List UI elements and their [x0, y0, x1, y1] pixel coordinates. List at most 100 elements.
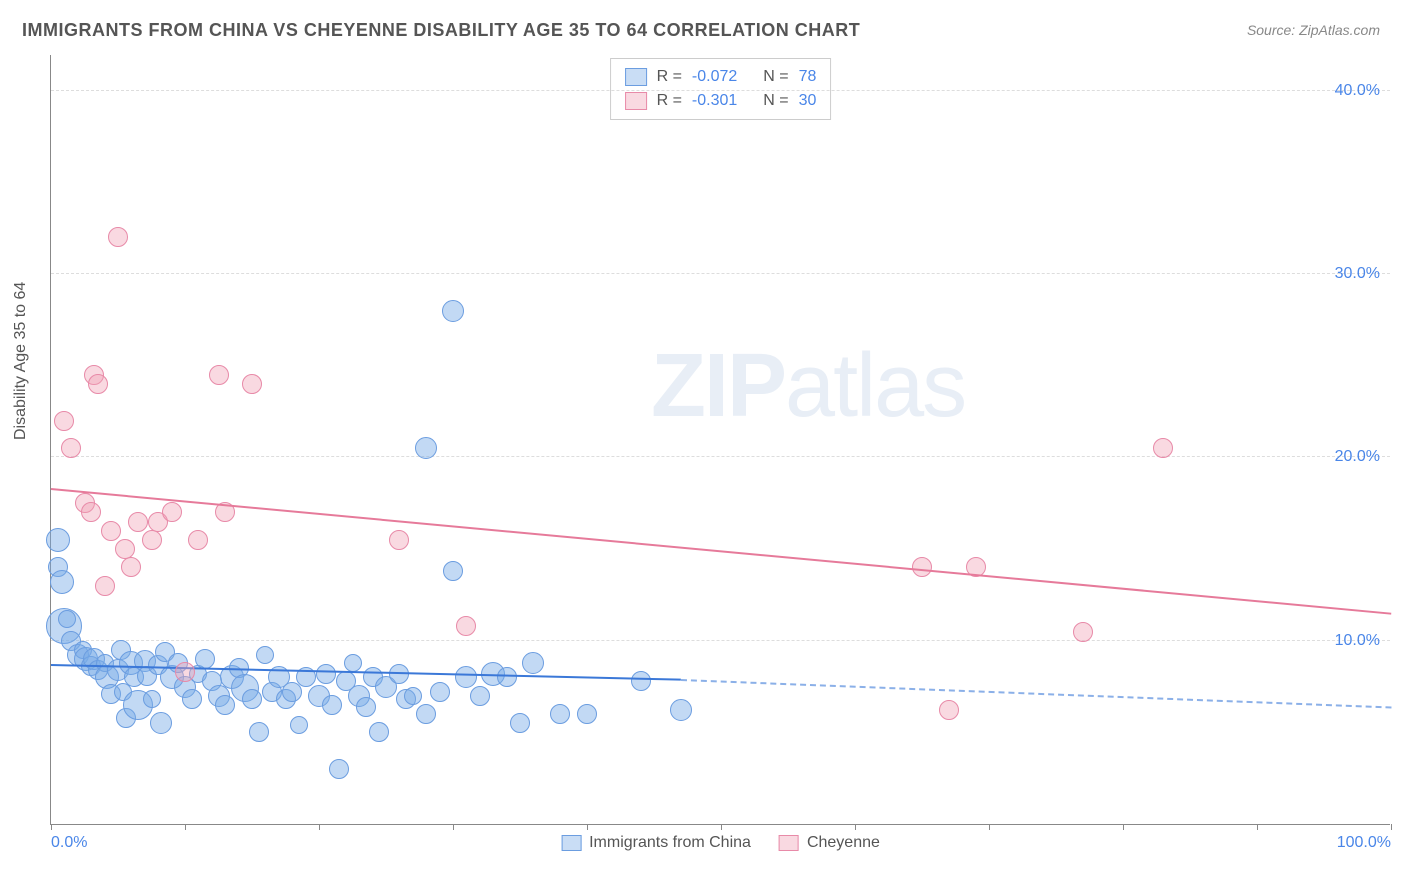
data-point	[242, 374, 262, 394]
y-tick-label: 10.0%	[1335, 632, 1380, 650]
data-point	[389, 530, 409, 550]
x-tick	[721, 824, 722, 830]
data-point	[46, 528, 70, 552]
legend-swatch	[625, 68, 647, 86]
data-point	[182, 689, 202, 709]
data-point	[249, 722, 269, 742]
trend-line	[51, 488, 1391, 615]
data-point	[329, 759, 349, 779]
legend-swatch	[779, 835, 799, 851]
stat-label: N =	[763, 89, 788, 113]
legend-item: Immigrants from China	[561, 834, 751, 852]
data-point	[1153, 438, 1173, 458]
y-axis-label: Disability Age 35 to 64	[12, 282, 30, 440]
data-point	[522, 652, 544, 674]
x-tick	[1123, 824, 1124, 830]
data-point	[88, 374, 108, 394]
data-point	[142, 530, 162, 550]
data-point	[242, 689, 262, 709]
data-point	[143, 690, 161, 708]
x-tick-label: 0.0%	[51, 834, 87, 852]
data-point	[404, 687, 422, 705]
data-point	[631, 671, 651, 691]
r-value: -0.072	[692, 65, 737, 89]
data-point	[577, 704, 597, 724]
data-point	[456, 616, 476, 636]
data-point	[344, 654, 362, 672]
x-tick	[1257, 824, 1258, 830]
x-tick	[855, 824, 856, 830]
y-tick-label: 20.0%	[1335, 448, 1380, 466]
data-point	[81, 502, 101, 522]
stat-label: N =	[763, 65, 788, 89]
y-tick-label: 30.0%	[1335, 265, 1380, 283]
data-point	[150, 712, 172, 734]
data-point	[416, 704, 436, 724]
data-point	[195, 649, 215, 669]
data-point	[115, 539, 135, 559]
data-point	[443, 561, 463, 581]
stat-label: R =	[657, 65, 682, 89]
source-attribution: Source: ZipAtlas.com	[1247, 22, 1380, 38]
y-tick-label: 40.0%	[1335, 82, 1380, 100]
data-point	[108, 227, 128, 247]
data-point	[455, 666, 477, 688]
gridline	[51, 90, 1390, 91]
stat-label: R =	[657, 89, 682, 113]
data-point	[1073, 622, 1093, 642]
x-tick	[319, 824, 320, 830]
x-tick	[1391, 824, 1392, 830]
x-tick	[587, 824, 588, 830]
data-point	[50, 570, 74, 594]
data-point	[61, 438, 81, 458]
legend-swatch	[561, 835, 581, 851]
data-point	[128, 512, 148, 532]
data-point	[442, 300, 464, 322]
n-value: 78	[799, 65, 817, 89]
trend-line	[681, 679, 1391, 708]
data-point	[54, 411, 74, 431]
data-point	[912, 557, 932, 577]
data-point	[209, 365, 229, 385]
data-point	[188, 530, 208, 550]
gridline	[51, 273, 1390, 274]
data-point	[162, 502, 182, 522]
x-tick	[51, 824, 52, 830]
data-point	[415, 437, 437, 459]
x-tick	[453, 824, 454, 830]
data-point	[510, 713, 530, 733]
gridline	[51, 640, 1390, 641]
n-value: 30	[799, 89, 817, 113]
legend-stat-row: R = -0.301 N = 30	[625, 89, 817, 113]
data-point	[316, 664, 336, 684]
data-point	[550, 704, 570, 724]
data-point	[101, 521, 121, 541]
chart-title: IMMIGRANTS FROM CHINA VS CHEYENNE DISABI…	[22, 20, 860, 41]
data-point	[322, 695, 342, 715]
data-point	[95, 576, 115, 596]
data-point	[939, 700, 959, 720]
legend-stat-row: R = -0.072 N = 78	[625, 65, 817, 89]
data-point	[430, 682, 450, 702]
data-point	[369, 722, 389, 742]
x-tick	[989, 824, 990, 830]
x-tick-label: 100.0%	[1337, 834, 1391, 852]
data-point	[256, 646, 274, 664]
data-point	[58, 610, 76, 628]
data-point	[290, 716, 308, 734]
data-point	[175, 662, 195, 682]
gridline	[51, 456, 1390, 457]
data-point	[497, 667, 517, 687]
watermark: ZIPatlas	[651, 335, 965, 438]
data-point	[356, 697, 376, 717]
r-value: -0.301	[692, 89, 737, 113]
data-point	[215, 695, 235, 715]
data-point	[670, 699, 692, 721]
data-point	[121, 557, 141, 577]
legend-swatch	[625, 92, 647, 110]
plot-area: ZIPatlas R = -0.072 N = 78 R = -0.301 N = 3…	[50, 55, 1390, 825]
legend-item: Cheyenne	[779, 834, 880, 852]
data-point	[470, 686, 490, 706]
legend-series: Immigrants from China Cheyenne	[561, 834, 880, 852]
x-tick	[185, 824, 186, 830]
